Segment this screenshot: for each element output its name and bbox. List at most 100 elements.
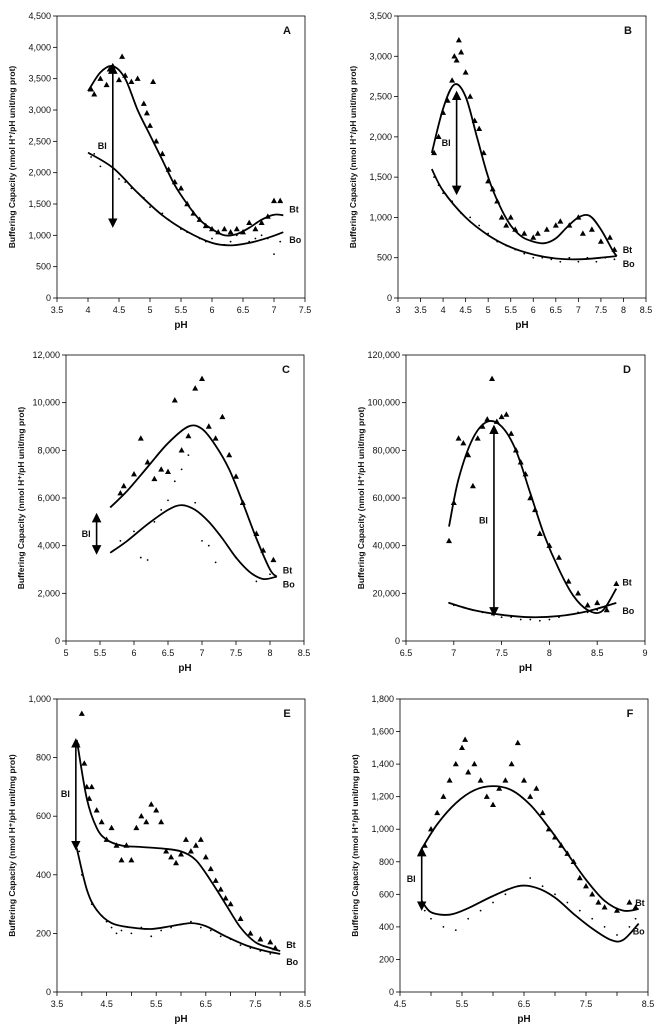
data-point-bt: [233, 473, 239, 479]
bi-label: BI: [82, 529, 91, 539]
x-tick-label: 5: [486, 305, 491, 315]
x-tick-label: 7.5: [495, 648, 508, 658]
data-point-bt: [222, 895, 229, 901]
data-point-bt: [594, 599, 601, 606]
data-point-bt: [588, 226, 595, 232]
y-tick-label: 2,500: [28, 136, 51, 146]
x-tick-label: 4.5: [459, 305, 472, 315]
x-tick-label: 3.5: [51, 305, 64, 315]
data-point-bt: [168, 854, 175, 860]
y-axis-label: Buffering Capacity (nmol H⁺/pH unit/mg p…: [7, 66, 17, 249]
y-tick-label: 500: [36, 262, 51, 272]
data-point-bt: [151, 475, 158, 482]
data-point-bt: [159, 150, 166, 157]
data-point-bt: [137, 435, 144, 441]
fit-curve-bt: [75, 739, 281, 952]
data-point-bt: [579, 230, 586, 236]
y-tick-label: 2,000: [369, 132, 392, 142]
series-label-bo: Bo: [283, 580, 295, 590]
data-point-bt: [205, 423, 212, 429]
y-axis-label: Buffering Capacity (nmol H⁺/pH unit/mg p…: [16, 407, 26, 590]
data-point-bt: [434, 809, 441, 816]
data-point-bo: [529, 877, 532, 879]
data-point-bt: [178, 447, 185, 453]
data-point-bt: [462, 69, 469, 75]
data-point-bo: [180, 468, 183, 471]
panel-label: C: [282, 364, 290, 376]
data-point-bt: [459, 744, 465, 751]
data-point-bt: [158, 818, 165, 825]
data-point-bt: [508, 760, 515, 767]
data-point-bt: [221, 225, 228, 232]
data-point-bo: [120, 929, 123, 932]
x-tick-label: 6.5: [518, 999, 531, 1009]
data-point-bt: [452, 760, 459, 767]
data-point-bo: [150, 935, 153, 938]
series-label-bo: Bo: [633, 927, 645, 937]
data-point-bt: [258, 219, 265, 225]
data-point-bt: [476, 125, 483, 131]
data-point-bt: [465, 769, 472, 775]
data-point-bt: [116, 76, 122, 83]
data-point-bt: [543, 226, 550, 232]
y-tick-label: 1,200: [371, 792, 394, 802]
data-point-bt: [552, 222, 559, 228]
data-point-bt: [226, 451, 233, 458]
data-point-bt: [626, 899, 633, 905]
data-point-bt: [153, 807, 160, 813]
data-point-bo: [254, 237, 257, 240]
panel-c: 5 5.5 6 6.5 7 7.5 8 8.5 0 2,000 4,000 6,000 8,000 10,…: [16, 350, 310, 674]
data-point-bt: [97, 75, 104, 81]
data-point-bo: [529, 618, 532, 621]
bi-label: BI: [479, 516, 488, 526]
series-bo: [109, 454, 278, 583]
data-point-bt: [446, 537, 453, 544]
data-point-bo: [199, 926, 202, 929]
data-point-bt: [98, 818, 105, 825]
x-tick-label: 6: [209, 305, 214, 315]
data-point-bo: [541, 885, 544, 888]
x-tick-label: 4: [85, 305, 90, 315]
data-point-bo: [479, 909, 482, 912]
y-tick-label: 0: [389, 987, 394, 997]
y-tick-label: 1,000: [28, 230, 51, 240]
data-point-bt: [614, 907, 620, 913]
data-point-bt: [178, 851, 184, 857]
y-tick-label: 1,000: [28, 694, 51, 704]
data-point-bt: [465, 451, 472, 458]
data-point-bo: [124, 181, 127, 183]
data-point-bt: [217, 886, 224, 892]
bi-label: BI: [442, 138, 451, 148]
data-point-bo: [467, 917, 470, 920]
x-tick-label: 6.5: [400, 648, 413, 658]
data-point-bo: [628, 925, 631, 928]
x-tick-label: 6: [531, 305, 536, 315]
data-point-bo: [115, 932, 118, 935]
data-point-bt: [458, 49, 465, 55]
data-point-bt: [490, 801, 496, 808]
data-point-bo: [239, 944, 242, 947]
y-tick-label: 1,500: [369, 172, 392, 182]
panel-label: A: [283, 25, 291, 37]
series-bo: [75, 848, 281, 955]
x-tick-label: 3.5: [51, 999, 64, 1009]
data-point-bo: [219, 935, 222, 938]
y-tick-label: 500: [377, 253, 392, 263]
series-bo: [430, 168, 617, 263]
data-point-bo: [454, 929, 457, 932]
x-tick-label: 3: [395, 305, 400, 315]
data-point-bo: [207, 544, 210, 547]
data-point-bt: [134, 75, 141, 81]
data-point-bt: [555, 554, 562, 560]
series-label-bo: Bo: [286, 957, 298, 967]
data-point-bo: [504, 893, 507, 896]
x-tick-label: 7.5: [580, 999, 593, 1009]
data-point-bt: [435, 133, 442, 140]
data-point-bo: [133, 530, 135, 533]
data-point-bt: [583, 882, 589, 889]
x-tick-label: 4: [441, 305, 446, 315]
y-tick-label: 12,000: [32, 350, 60, 360]
data-point-bo: [605, 606, 608, 609]
data-point-bo: [194, 501, 197, 504]
data-point-bt: [185, 432, 192, 439]
